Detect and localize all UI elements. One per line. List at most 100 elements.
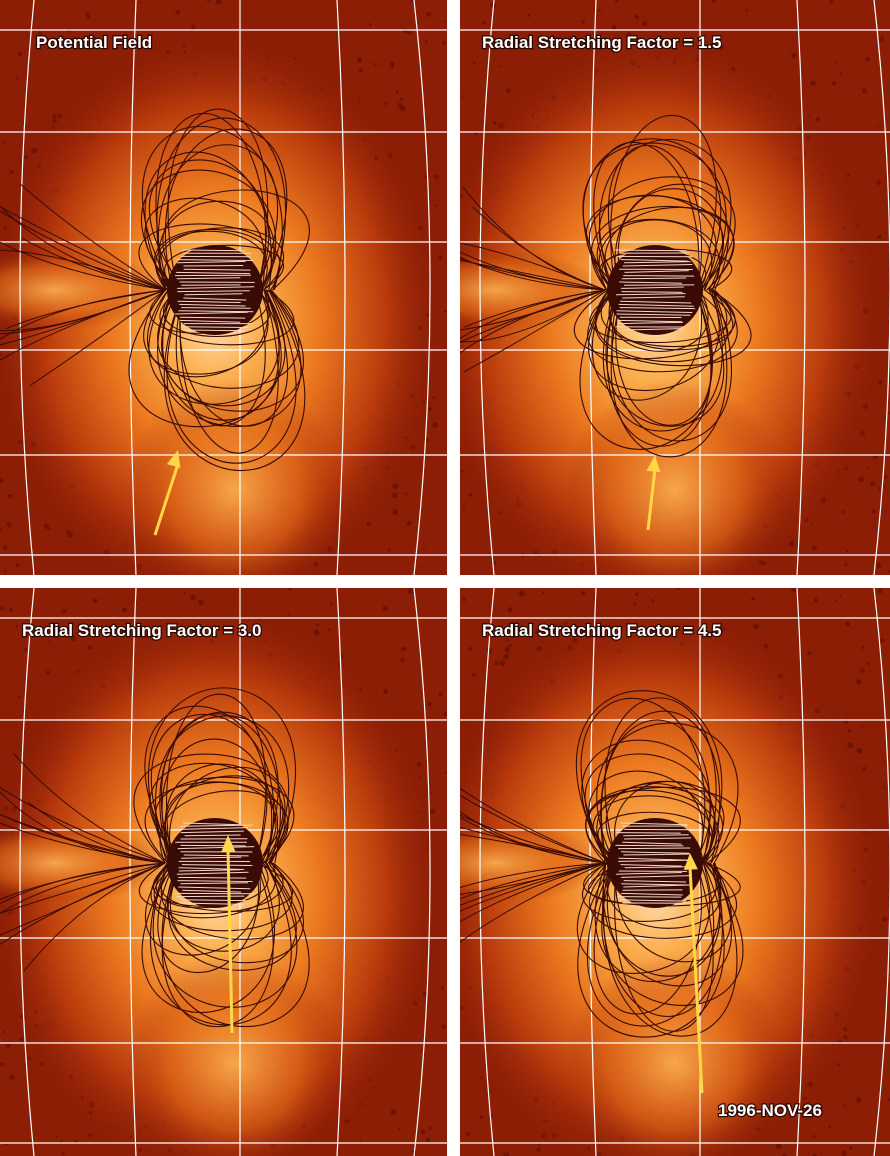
noise	[879, 36, 884, 41]
noise	[884, 487, 886, 489]
noise	[651, 599, 654, 602]
noise	[839, 595, 841, 597]
noise	[519, 591, 525, 597]
noise	[807, 651, 811, 655]
noise	[861, 725, 863, 727]
noise	[472, 673, 476, 677]
noise	[503, 654, 509, 660]
noise	[635, 593, 638, 596]
panel-label: Radial Stretching Factor = 1.5	[482, 33, 722, 52]
noise	[832, 81, 836, 85]
noise	[849, 1146, 853, 1150]
date-label: 1996-NOV-26	[718, 1101, 822, 1120]
panel-label: Potential Field	[36, 33, 152, 52]
noise	[840, 72, 843, 75]
noise	[443, 20, 445, 22]
noise	[612, 25, 617, 30]
noise	[4, 570, 7, 573]
noise	[140, 1, 142, 3]
noise	[369, 23, 372, 26]
noise	[10, 170, 14, 174]
noise	[867, 662, 870, 665]
noise	[18, 52, 23, 57]
noise	[424, 175, 426, 177]
noise	[6, 1044, 10, 1048]
noise	[495, 661, 499, 665]
noise	[506, 88, 511, 93]
noise	[288, 613, 290, 615]
noise	[507, 607, 512, 612]
noise	[537, 1148, 541, 1152]
noise	[383, 689, 388, 694]
field-core-line	[618, 848, 690, 849]
noise	[883, 786, 885, 788]
noise	[357, 57, 363, 63]
noise	[435, 205, 437, 207]
noise	[3, 1031, 5, 1033]
noise	[843, 1104, 846, 1107]
noise	[841, 510, 844, 513]
panel: Radial Stretching Factor = 3.0	[0, 586, 448, 1156]
noise	[56, 1136, 58, 1138]
noise	[527, 14, 530, 17]
noise	[122, 607, 127, 612]
noise	[856, 1097, 862, 1103]
noise	[62, 609, 66, 613]
noise	[432, 422, 438, 428]
noise	[191, 25, 195, 29]
noise	[4, 142, 6, 144]
noise	[7, 522, 12, 527]
field-core-line	[184, 265, 244, 266]
noise	[461, 95, 463, 97]
noise	[876, 563, 881, 568]
noise	[791, 53, 797, 59]
corona-streamer	[565, 380, 785, 600]
noise	[635, 15, 639, 19]
noise	[0, 1063, 4, 1067]
noise	[400, 98, 403, 101]
noise	[861, 646, 864, 649]
noise	[175, 10, 180, 15]
noise	[391, 1109, 397, 1115]
noise	[316, 623, 319, 626]
noise	[46, 671, 51, 676]
noise	[426, 12, 431, 17]
noise	[328, 628, 330, 630]
noise	[856, 679, 861, 684]
noise	[441, 986, 444, 989]
noise	[428, 702, 432, 706]
field-core-line	[618, 897, 682, 898]
noise	[642, 21, 647, 26]
noise	[505, 647, 510, 652]
noise	[429, 1126, 432, 1129]
noise	[407, 521, 412, 526]
noise	[3, 545, 8, 550]
noise	[425, 40, 428, 43]
noise	[813, 1135, 816, 1138]
noise	[359, 69, 363, 73]
noise	[382, 605, 387, 610]
noise	[814, 598, 818, 602]
noise	[9, 608, 13, 612]
noise	[391, 65, 394, 68]
noise	[810, 80, 816, 86]
noise	[24, 648, 27, 651]
noise	[441, 1024, 445, 1028]
noise	[881, 638, 885, 642]
noise	[393, 509, 399, 515]
noise	[468, 647, 472, 651]
noise	[434, 174, 439, 179]
noise	[93, 598, 98, 603]
noise	[439, 692, 443, 696]
noise	[499, 66, 501, 68]
noise	[581, 591, 585, 595]
page: {"panels": [ {"label": "Potential Field"…	[0, 0, 890, 1156]
noise	[845, 621, 850, 626]
noise	[866, 467, 868, 469]
noise	[473, 62, 476, 65]
noise	[426, 1138, 431, 1143]
noise	[878, 235, 882, 239]
noise	[878, 588, 883, 593]
noise	[442, 41, 446, 45]
noise	[872, 509, 876, 513]
